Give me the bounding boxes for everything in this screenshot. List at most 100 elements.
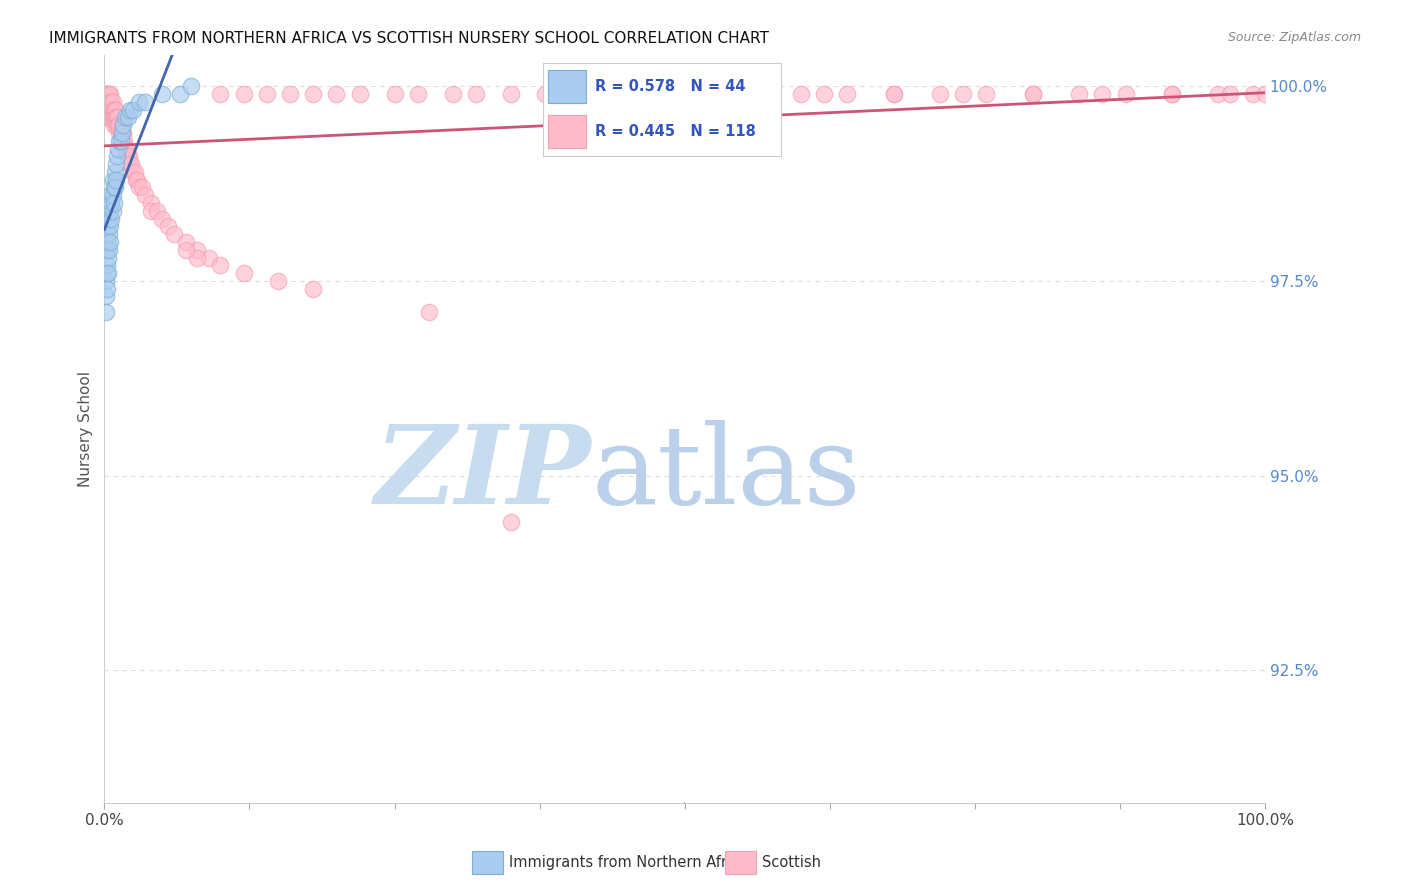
Point xyxy=(97,103,120,117)
Point xyxy=(105,149,128,163)
Point xyxy=(104,111,127,125)
Point xyxy=(709,87,731,101)
Point xyxy=(108,134,131,148)
Point xyxy=(325,87,347,101)
Point xyxy=(232,87,254,101)
Point xyxy=(139,196,162,211)
Point xyxy=(98,188,121,202)
Point xyxy=(94,289,117,303)
Point xyxy=(169,87,191,101)
Point xyxy=(96,95,118,109)
Point xyxy=(302,282,325,296)
Point xyxy=(94,305,117,319)
Point xyxy=(616,87,638,101)
Point xyxy=(98,87,121,101)
Point xyxy=(278,87,301,101)
Point xyxy=(104,180,127,194)
Point xyxy=(813,87,835,101)
Point xyxy=(929,87,952,101)
Point xyxy=(98,87,121,101)
Point xyxy=(209,258,232,272)
Point xyxy=(120,157,142,171)
Y-axis label: Nursery School: Nursery School xyxy=(79,371,93,487)
Point xyxy=(103,103,125,117)
Point xyxy=(198,251,221,265)
Point xyxy=(98,103,121,117)
Point xyxy=(98,111,121,125)
Point xyxy=(104,165,127,179)
Point xyxy=(115,142,138,156)
Point xyxy=(118,103,141,117)
Point xyxy=(1091,87,1114,101)
Point xyxy=(100,111,122,125)
Point xyxy=(789,87,811,101)
Point xyxy=(118,149,141,163)
Point xyxy=(882,87,904,101)
Point xyxy=(267,274,290,288)
Text: IMMIGRANTS FROM NORTHERN AFRICA VS SCOTTISH NURSERY SCHOOL CORRELATION CHART: IMMIGRANTS FROM NORTHERN AFRICA VS SCOTT… xyxy=(49,31,769,46)
Point xyxy=(349,87,371,101)
Point xyxy=(134,95,156,109)
Point xyxy=(108,126,131,140)
Point xyxy=(104,111,127,125)
Point xyxy=(256,87,278,101)
Point xyxy=(124,165,146,179)
Point xyxy=(1069,87,1091,101)
Point xyxy=(97,251,120,265)
Point xyxy=(100,196,122,211)
Point xyxy=(98,219,121,234)
Point xyxy=(464,87,486,101)
Point xyxy=(97,95,120,109)
Point xyxy=(107,111,129,125)
Text: ZIP: ZIP xyxy=(375,420,592,527)
Point xyxy=(97,87,120,101)
Point xyxy=(104,172,127,186)
Point xyxy=(128,180,150,194)
Point xyxy=(152,87,174,101)
Point xyxy=(98,203,121,218)
Text: Source: ZipAtlas.com: Source: ZipAtlas.com xyxy=(1227,31,1361,45)
Point xyxy=(209,87,232,101)
Point xyxy=(100,211,122,226)
Point xyxy=(174,235,197,249)
Point xyxy=(98,227,121,242)
Point xyxy=(534,87,557,101)
Point xyxy=(94,95,117,109)
Point xyxy=(117,111,139,125)
Point xyxy=(108,118,131,132)
Point xyxy=(406,87,429,101)
Point xyxy=(107,118,129,132)
Point xyxy=(107,142,129,156)
Point xyxy=(186,251,208,265)
Point xyxy=(96,87,118,101)
Point xyxy=(96,266,118,280)
Point xyxy=(134,188,156,202)
Point xyxy=(157,219,180,234)
Point xyxy=(111,126,134,140)
Point xyxy=(97,219,120,234)
Point xyxy=(100,95,122,109)
Point xyxy=(97,266,120,280)
Point xyxy=(835,87,858,101)
Point xyxy=(97,95,120,109)
Point xyxy=(98,103,121,117)
Point xyxy=(101,203,124,218)
Point xyxy=(139,203,162,218)
Point xyxy=(384,87,406,101)
Point xyxy=(131,180,153,194)
Point xyxy=(302,87,325,101)
Point xyxy=(125,172,148,186)
Point xyxy=(105,118,128,132)
Point xyxy=(152,211,174,226)
Point xyxy=(180,79,202,94)
Point xyxy=(163,227,186,242)
Point xyxy=(118,157,141,171)
Point xyxy=(104,103,127,117)
Point xyxy=(98,235,121,249)
Point xyxy=(186,243,208,257)
Point xyxy=(96,103,118,117)
Point xyxy=(174,243,197,257)
Point xyxy=(650,87,672,101)
Point xyxy=(1022,87,1045,101)
Point xyxy=(105,111,128,125)
